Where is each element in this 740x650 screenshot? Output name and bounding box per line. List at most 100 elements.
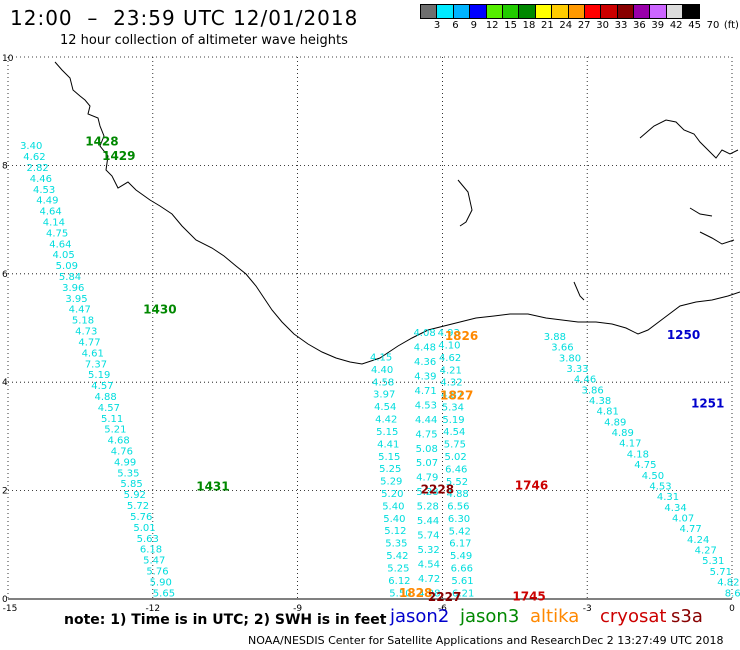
chart-title: 12:00 – 23:59 UTC 12/01/2018 — [10, 6, 359, 30]
swh-value-label: 5.50 — [389, 588, 411, 599]
units-note: note: 1) Time is in UTC; 2) SWH is in fe… — [64, 612, 387, 628]
swh-value-label: 5.52 — [446, 477, 468, 488]
swh-value-label: 5.28 — [416, 487, 438, 498]
y-tick-label: 0 — [2, 595, 8, 605]
swh-value-label: 3.96 — [62, 283, 84, 294]
swh-value-label: 4.39 — [414, 371, 436, 382]
coastline — [54, 61, 740, 365]
swh-value-label: 7.37 — [85, 359, 107, 370]
swh-value-label: 5.84 — [59, 272, 81, 283]
swh-value-label: 5.47 — [143, 556, 165, 567]
swh-value-label: 5.08 — [416, 444, 438, 455]
swh-value-label: 5.15 — [378, 452, 400, 463]
swh-value-label: 5.40 — [383, 514, 405, 525]
pass-time-label: 1826 — [445, 329, 478, 343]
swh-value-label: 5.35 — [385, 539, 407, 550]
swh-value-label: 3.95 — [65, 294, 87, 305]
x-tick-label: -6 — [438, 604, 447, 614]
swh-value-label: 5.44 — [417, 516, 439, 527]
swh-value-label: 5.02 — [444, 452, 466, 463]
y-tick-label: 6 — [2, 270, 8, 280]
swh-value-label: 4.46 — [574, 375, 596, 386]
swh-value-label: 4.17 — [619, 439, 641, 450]
swh-value-label: 3.33 — [566, 364, 588, 375]
swh-value-label: 4.58 — [372, 377, 394, 388]
swh-value-label: 3.80 — [559, 353, 581, 364]
swh-value-label: 4.54 — [418, 559, 440, 570]
color-scale-label: 27 — [577, 20, 591, 31]
color-scale-bar — [420, 4, 700, 19]
swh-value-label: 5.42 — [449, 526, 471, 537]
swh-value-label: 3.40 — [20, 141, 42, 152]
swh-value-label: 3.86 — [581, 385, 603, 396]
swh-value-label: 5.90 — [150, 577, 172, 588]
swh-value-label: 6.66 — [451, 564, 473, 575]
swh-value-label: 5.01 — [133, 523, 155, 534]
pass-time-label: 1827 — [440, 389, 473, 403]
swh-value-label: 4.71 — [415, 386, 437, 397]
swh-value-label: 5.11 — [101, 414, 123, 425]
swh-value-label: 4.99 — [114, 457, 136, 468]
swh-value-label: 4.50 — [642, 471, 664, 482]
x-tick-label: -15 — [3, 604, 18, 614]
swh-value-label: 4.82 — [717, 578, 739, 589]
swh-value-label: 5.21 — [104, 425, 126, 436]
swh-value-label: 4.53 — [33, 185, 55, 196]
swh-value-label: 4.47 — [69, 305, 91, 316]
swh-value-label: 4.49 — [36, 196, 58, 207]
pass-time-label: 1431 — [196, 480, 229, 494]
swh-value-label: 4.61 — [82, 348, 104, 359]
pass-time-label: 2228 — [421, 482, 454, 496]
swh-value-label: 4.64 — [39, 207, 61, 218]
swh-value-label: 3.66 — [551, 343, 573, 354]
swh-value-label: 4.44 — [415, 415, 437, 426]
swh-value-label: 5.18 — [72, 316, 94, 327]
swh-value-label: 4.77 — [78, 337, 100, 348]
swh-value-label: 5.49 — [450, 551, 472, 562]
swh-value-label: 5.63 — [137, 534, 159, 545]
swh-value-label: 4.05 — [52, 250, 74, 261]
track-cryosat: 4.154.404.583.974.544.425.154.415.155.25… — [370, 353, 412, 600]
chart-subtitle: 12 hour collection of altimeter wave hei… — [60, 33, 348, 48]
swh-value-label: 5.09 — [56, 261, 78, 272]
swh-value-label: 4.14 — [43, 217, 65, 228]
x-tick-label: 0 — [729, 604, 735, 614]
swh-value-label: 6.56 — [447, 502, 469, 513]
swh-value-label: 4.64 — [49, 239, 71, 250]
swh-value-label: 4.88 — [447, 489, 469, 500]
color-scale-label: 33 — [614, 20, 628, 31]
color-scale-label: 36 — [633, 20, 646, 31]
swh-value-label: 3.97 — [373, 390, 395, 401]
swh-value-label: 4.77 — [680, 524, 702, 535]
swh-value-label: 4.89 — [604, 417, 626, 428]
swh-value-label: 4.79 — [416, 473, 438, 484]
pass-time-label: 2227 — [428, 590, 461, 604]
track-altika: 4.08 4.48 4.36 4.39 4.71 4.53 4.44 4.75 5.08 5.07… — [413, 328, 440, 599]
lagoon-outline — [457, 179, 473, 227]
swh-value-label: 4.88 — [95, 392, 117, 403]
swh-value-label: 5.85 — [120, 479, 142, 490]
swh-value-label: 4.87 — [441, 390, 463, 401]
swh-value-label: 4.38 — [589, 396, 611, 407]
swh-value-label: 6.46 — [445, 464, 467, 475]
swh-value-label: 5.74 — [417, 530, 439, 541]
swh-value-label: 4.72 — [418, 574, 440, 585]
legend-entry-altika: altika — [530, 606, 580, 627]
swh-value-label: 5.28 — [417, 502, 439, 513]
swh-value-label: 5.34 — [442, 402, 464, 413]
swh-value-label: 5.71 — [710, 567, 732, 578]
pass-time-label: 1428 — [85, 134, 118, 148]
swh-value-label: 4.18 — [627, 449, 649, 460]
swh-value-label: 5.72 — [127, 501, 149, 512]
swh-value-label: 5.29 — [380, 477, 402, 488]
swh-value-label: 4.93 — [438, 328, 460, 339]
color-scale-label: 6 — [452, 20, 459, 31]
color-scale-label: 70 — [706, 20, 720, 31]
footer-credit: NOAA/NESDIS Center for Satellite Applica… — [248, 634, 582, 647]
swh-value-label: 4.62 — [23, 152, 45, 163]
y-tick-label: 4 — [2, 378, 8, 388]
swh-value-label: 5.92 — [124, 490, 146, 501]
swh-value-label: 4.76 — [111, 447, 133, 458]
swh-value-label: 5.25 — [387, 563, 409, 574]
swh-value-label: 4.41 — [377, 439, 399, 450]
